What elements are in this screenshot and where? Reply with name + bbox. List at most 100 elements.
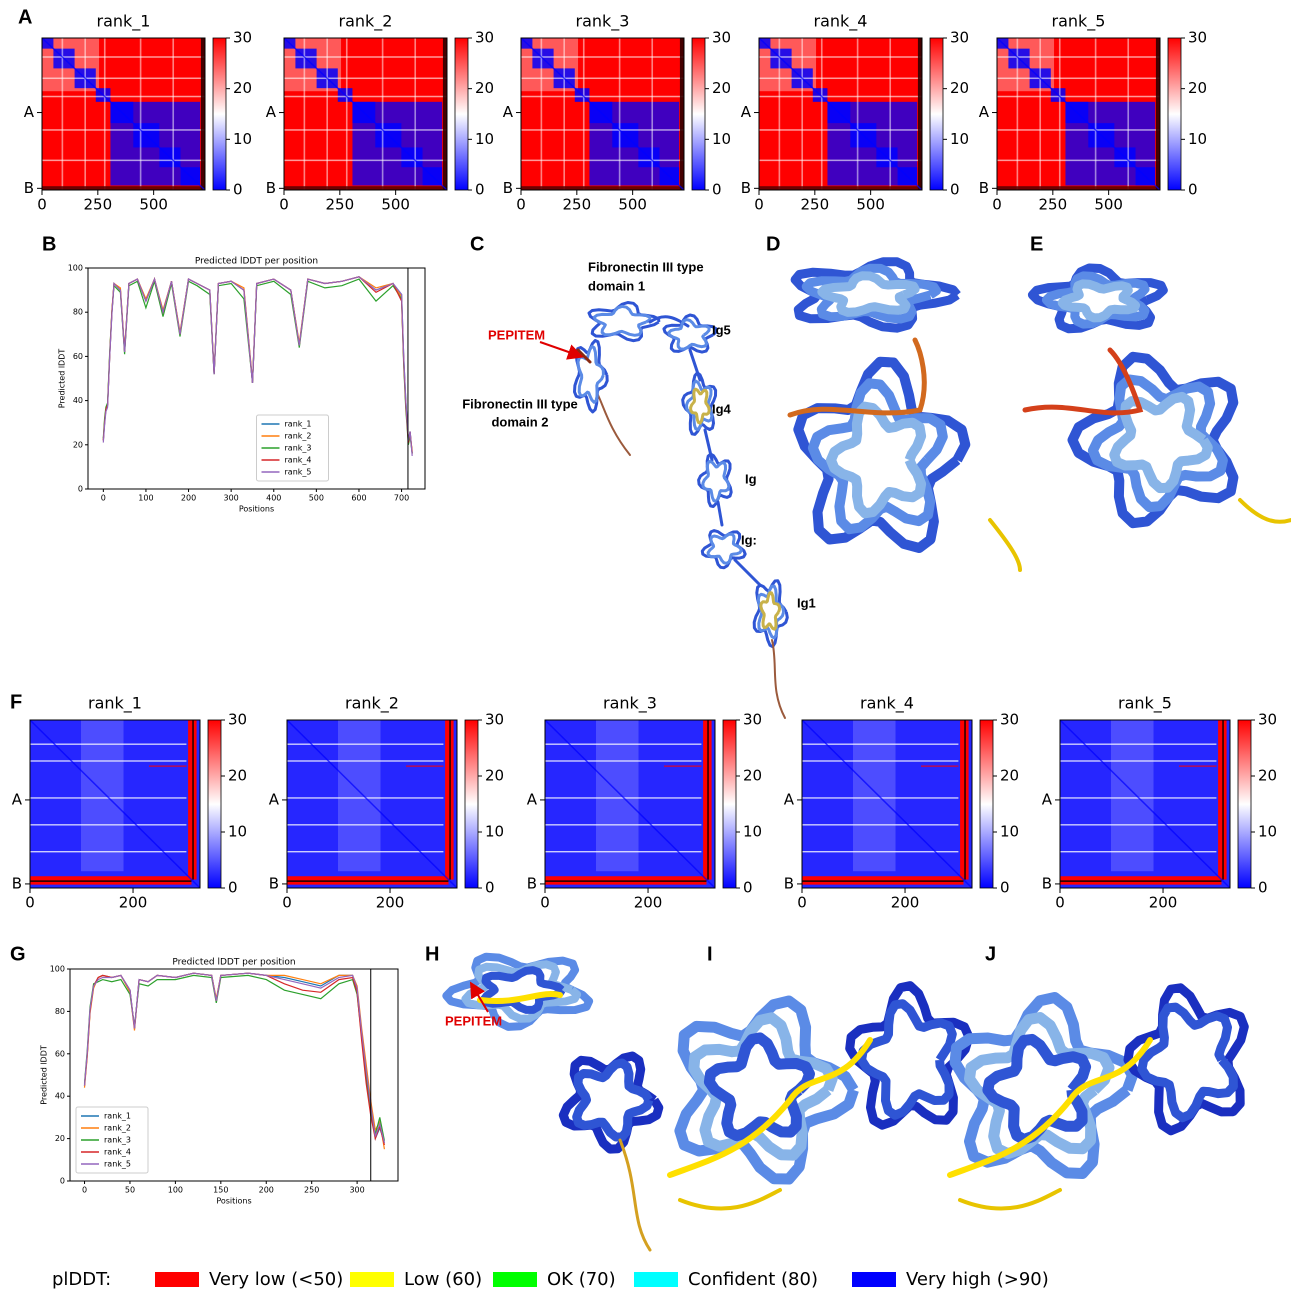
- y-axis-label: Predicted lDDT: [58, 349, 67, 409]
- colorbar-tick-label: 30: [233, 29, 252, 47]
- legend-box: [75, 1106, 149, 1174]
- heatmap-texture: [192, 720, 194, 880]
- y-tick-label: B: [266, 179, 276, 197]
- heatmap-texture: [30, 880, 192, 882]
- colorbar: [1237, 719, 1252, 889]
- x-tick-label: 500: [1094, 196, 1123, 214]
- colorbar: [691, 37, 706, 191]
- heatmap-texture: [759, 95, 922, 98]
- colorbar-tick-label: 10: [712, 130, 731, 148]
- ig-label: Ig:: [741, 532, 757, 547]
- heatmap-texture: [287, 824, 444, 826]
- heatmap-texture: [618, 38, 621, 190]
- heatmap-texture: [42, 95, 205, 98]
- diagonal: [544, 719, 716, 889]
- heatmap-texture: [284, 129, 447, 131]
- heatmap-texture: [42, 159, 205, 162]
- colorbar-tick-label: 10: [475, 130, 494, 148]
- x-tick-label: 0: [540, 894, 550, 912]
- fn1-label: Fibronectin III type: [588, 259, 704, 274]
- heatmap-texture: [802, 760, 959, 762]
- x-tick-label: 0: [25, 894, 35, 912]
- protein-cartoon: [1087, 374, 1228, 513]
- protein-cartoon: [706, 532, 743, 565]
- legend-title: plDDT:: [52, 1269, 111, 1290]
- pepitem-arrow: [539, 341, 584, 360]
- colorbar-tick-label: 10: [743, 823, 762, 841]
- heatmap-frame: [286, 719, 458, 889]
- colorbar: [979, 719, 994, 889]
- heatmap-texture: [84, 38, 87, 190]
- heatmap-texture: [921, 765, 959, 768]
- x-tick-label: 0: [754, 196, 764, 214]
- colorbar-tick-label: 10: [1000, 823, 1019, 841]
- heatmap-texture: [149, 765, 187, 768]
- heatmap-frame: [41, 37, 206, 191]
- heatmap-texture: [889, 38, 892, 190]
- heatmap-texture: [545, 880, 707, 882]
- fn2-label: Fibronectin III type: [462, 396, 578, 411]
- panel-label: J: [985, 943, 996, 965]
- heatmap-texture: [284, 56, 447, 58]
- colorbar: [212, 37, 227, 191]
- x-tick-label: 200: [1149, 894, 1178, 912]
- legend-label: Confident (80): [688, 1269, 818, 1290]
- protein-cartoon: [703, 1032, 815, 1142]
- colorbar-tick-label: 0: [1258, 879, 1268, 897]
- legend-label: Very low (<50): [209, 1269, 343, 1290]
- panel-label: F: [10, 691, 22, 713]
- legend-label: rank_4: [104, 1148, 131, 1157]
- legend-swatch: [155, 1272, 199, 1287]
- protein-chain: [1022, 347, 1144, 416]
- protein-cartoon: [576, 345, 605, 404]
- protein-chain: [597, 394, 631, 456]
- heatmap-title: rank_5: [1118, 694, 1172, 714]
- colorbar-tick-label: 0: [475, 181, 485, 199]
- panel-label: H: [425, 943, 439, 965]
- heatmap-texture: [303, 38, 306, 190]
- heatmap-texture: [802, 824, 959, 826]
- heatmap-texture: [30, 851, 187, 853]
- ig-label: Ig4: [712, 401, 732, 416]
- y-axis-label: Predicted lDDT: [40, 1045, 49, 1105]
- colorbar-tick-label: 0: [712, 181, 722, 199]
- legend-label: rank_1: [104, 1112, 131, 1121]
- protein-chain: [618, 1138, 652, 1252]
- heatmap-texture: [338, 720, 381, 872]
- protein-cartoon: [689, 387, 711, 425]
- x-tick-label: 100: [138, 494, 153, 503]
- protein-cartoon: [826, 401, 927, 519]
- colorbar-tick-label: 20: [233, 79, 252, 97]
- legend-label: rank_4: [285, 456, 312, 465]
- heatmap-texture: [326, 38, 329, 190]
- y-tick-label: A: [503, 103, 514, 121]
- x-tick-label: 500: [309, 494, 324, 503]
- y-tick-label: 0: [60, 1177, 65, 1186]
- colorbar-tick-label: 0: [743, 879, 753, 897]
- colorbar-tick-label: 20: [1258, 767, 1277, 785]
- y-tick-label: 40: [55, 1092, 65, 1101]
- protein-cartoon: [807, 378, 948, 535]
- colorbar-tick-label: 30: [743, 711, 762, 729]
- x-tick-label: 0: [279, 196, 289, 214]
- heatmap-texture: [287, 760, 444, 762]
- heatmap-title: rank_4: [860, 694, 914, 714]
- protein-cartoon: [685, 379, 714, 431]
- x-tick-label: 100: [168, 1186, 183, 1195]
- x-tick-label: 250: [84, 196, 113, 214]
- colorbar-tick-label: 20: [1000, 767, 1019, 785]
- protein-chain: [947, 1037, 1153, 1178]
- ig-label: Ig1: [797, 595, 816, 610]
- panel-label: E: [1030, 233, 1043, 255]
- heatmap-texture: [651, 38, 654, 190]
- heatmap-texture: [442, 38, 447, 190]
- heatmap-texture: [414, 38, 417, 190]
- x-tick-label: 0: [82, 1186, 87, 1195]
- colorbar-tick-label: 0: [233, 181, 243, 199]
- chart-title: Predicted lDDT per position: [172, 958, 295, 968]
- plot-frame: [69, 968, 399, 1182]
- heatmap-texture: [30, 824, 187, 826]
- heatmap-texture: [406, 765, 444, 768]
- heatmap-texture: [42, 56, 205, 58]
